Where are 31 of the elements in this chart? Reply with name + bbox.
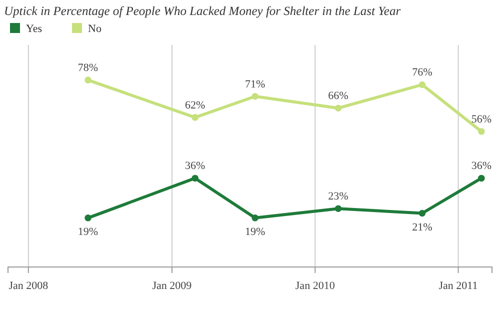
legend-label: No [88, 23, 102, 35]
point [252, 214, 258, 222]
x-tick-label: Jan 2009 [152, 280, 192, 292]
data-label: 19% [78, 226, 98, 238]
data-label: 19% [245, 226, 266, 238]
data-label: 36% [471, 160, 492, 172]
x-tick-label: Jan 2008 [8, 280, 49, 292]
point [192, 174, 198, 182]
data-label: 78% [78, 62, 98, 74]
data-label: 56% [471, 113, 492, 126]
data-label: 21% [412, 221, 432, 234]
data-label: 62% [185, 99, 206, 112]
point [334, 205, 342, 212]
legend-label: Yes [26, 23, 42, 35]
data-label: 76% [412, 66, 432, 79]
x-tick-label: Jan 2010 [295, 280, 336, 292]
data-label: 66% [328, 90, 348, 102]
data-label: 23% [328, 190, 348, 203]
point [418, 81, 426, 88]
point [418, 210, 426, 217]
chart-title: Uptick in Percentage of People Who Lacked Money for Shelter in the Last Year [4, 4, 401, 18]
data-label: 71% [245, 78, 266, 90]
point [252, 93, 258, 100]
point [478, 174, 485, 182]
point [192, 114, 198, 121]
point [334, 104, 342, 112]
x-tick-label: Jan 2011 [438, 280, 478, 292]
data-label: 36% [185, 160, 206, 172]
point [84, 214, 92, 222]
point [84, 76, 92, 84]
point [478, 128, 485, 135]
